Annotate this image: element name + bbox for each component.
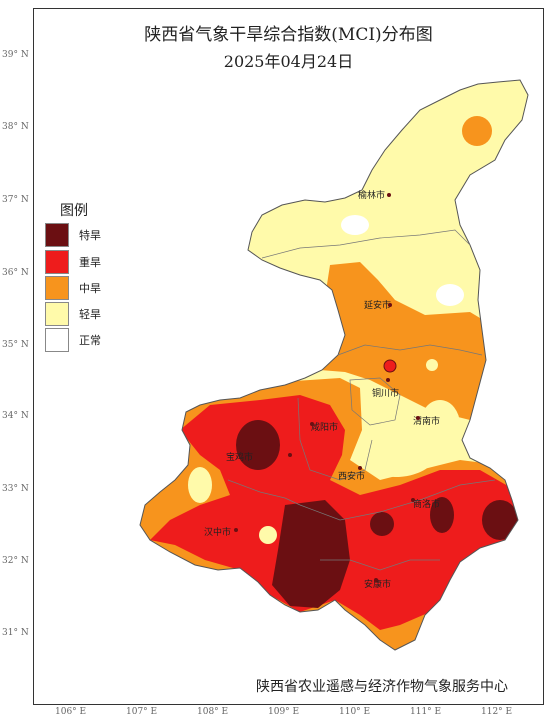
city-label-xian: 西安市	[338, 470, 365, 482]
lat-label-38: 38° N	[2, 122, 29, 132]
lat-label-37: 37° N	[2, 195, 29, 205]
legend-item-extreme: 特旱	[45, 223, 101, 247]
region-light-hanzhong	[259, 526, 277, 544]
region-extreme-east	[482, 500, 518, 540]
region-moderate-yulin	[462, 116, 492, 146]
city-label-yulin: 榆林市	[358, 189, 385, 201]
legend-item-light: 轻旱	[45, 302, 101, 326]
lat-label-39: 39° N	[2, 50, 29, 60]
map-title: 陕西省气象干旱综合指数(MCI)分布图	[144, 25, 433, 45]
lon-label-109: 109° E	[268, 707, 300, 717]
legend-swatch	[45, 250, 69, 274]
lat-label-34: 34° N	[2, 411, 29, 421]
region-light-xian	[355, 433, 435, 477]
lon-label-108: 108° E	[197, 707, 229, 717]
legend-swatch	[45, 276, 69, 300]
lon-label-111: 111° E	[410, 707, 442, 717]
city-label-baoji: 宝鸡市	[226, 451, 253, 463]
city-label-yanan: 延安市	[364, 299, 391, 311]
region-extreme-shangluo-e	[430, 497, 454, 533]
region-normal-yulin	[341, 215, 369, 235]
region-severe-tongchuan-spot	[383, 359, 397, 373]
region-extreme-shangluo-w	[370, 512, 394, 536]
lon-label-107: 107° E	[126, 707, 158, 717]
city-label-ankang: 安康市	[364, 578, 391, 590]
region-light-spot	[426, 359, 438, 371]
legend-swatch	[45, 302, 69, 326]
lon-label-112: 112° E	[481, 707, 513, 717]
lat-label-35: 35° N	[2, 340, 29, 350]
city-label-xianyang: 咸阳市	[311, 421, 338, 433]
region-normal-yanan	[436, 284, 464, 306]
lat-label-31: 31° N	[2, 628, 29, 638]
legend-item-severe: 重旱	[45, 250, 101, 274]
lat-label-32: 32° N	[2, 556, 29, 566]
map-date: 2025年04月24日	[223, 52, 354, 71]
legend-swatch	[45, 328, 69, 352]
region-moderate-central	[320, 262, 500, 420]
legend-swatch	[45, 223, 69, 247]
city-label-shangluo: 商洛市	[413, 498, 440, 510]
footer-credit: 陕西省农业遥感与经济作物气象服务中心	[256, 679, 508, 695]
legend-item-normal: 正常	[45, 328, 101, 352]
city-borders	[227, 229, 496, 571]
legend-title: 图例	[60, 203, 88, 219]
lon-label-110: 110° E	[339, 707, 371, 717]
lat-label-36: 36° N	[2, 268, 29, 278]
lon-label-106: 106° E	[55, 707, 87, 717]
map-frame	[33, 8, 544, 705]
region-extreme-baoji	[236, 420, 280, 470]
city-label-tongchuan: 铜川市	[372, 387, 399, 399]
region-light-weinan	[420, 400, 460, 450]
city-label-hanzhong: 汉中市	[204, 526, 231, 538]
region-light-west	[188, 467, 212, 503]
region-extreme-central-south	[272, 500, 350, 608]
city-markers	[234, 193, 420, 582]
lat-label-33: 33° N	[2, 484, 29, 494]
region-severe-south	[150, 395, 528, 630]
legend-item-moderate: 中旱	[45, 276, 101, 300]
